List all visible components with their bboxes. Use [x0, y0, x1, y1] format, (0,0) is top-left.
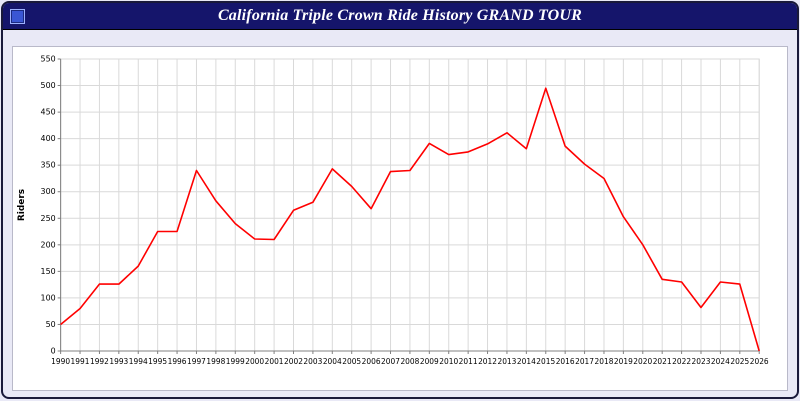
ride-history-chart: 0 50 100 150 200 250 300 350 400 450 500 550 1990 199…	[12, 46, 788, 391]
x-tick-label: 1994	[129, 357, 148, 366]
x-tick-label: 2007	[381, 357, 400, 366]
x-tick-label: 1998	[206, 357, 225, 366]
window-title: California Triple Crown Ride History GRA…	[217, 7, 583, 24]
x-tick-label: 2009	[420, 357, 439, 366]
x-tick-label: 2025	[730, 357, 749, 366]
x-tick-label: 2012	[478, 357, 497, 366]
x-tick-label: 1992	[90, 357, 109, 366]
app-icon	[10, 9, 25, 24]
series-line	[60, 87, 760, 352]
y-tick-label: 400	[41, 134, 56, 143]
x-tick-label: 2015	[536, 357, 555, 366]
x-tick-label: 2023	[692, 357, 711, 366]
x-tick-label: 2016	[556, 357, 575, 366]
x-tick-label: 1996	[168, 357, 187, 366]
x-tick-label: 1999	[226, 357, 245, 366]
x-tick-label: 2018	[595, 357, 614, 366]
x-tick-label: 2004	[323, 357, 342, 366]
y-tick-label: 50	[46, 320, 56, 329]
x-tick-label: 1997	[187, 357, 206, 366]
x-tick-label: 2022	[672, 357, 691, 366]
x-tick-label: 1991	[71, 357, 90, 366]
x-tick-label: 2020	[633, 357, 652, 366]
x-tick-label: 1993	[109, 357, 128, 366]
x-tick-label: 2013	[497, 357, 516, 366]
x-tick-label: 2026	[750, 357, 769, 366]
x-tick-label: 2021	[653, 357, 672, 366]
x-tick-label: 2017	[575, 357, 594, 366]
y-tick-label: 500	[41, 81, 56, 90]
x-tick-label: 2005	[342, 357, 361, 366]
title-bar: California Triple Crown Ride History GRA…	[3, 3, 797, 30]
x-tick-label: 2008	[400, 357, 419, 366]
y-axis-label: Riders	[17, 189, 27, 221]
y-tick-label: 100	[41, 293, 56, 302]
x-tick-label: 2014	[517, 357, 536, 366]
y-tick-label: 200	[41, 240, 56, 249]
x-tick-label: 2001	[265, 357, 284, 366]
y-tick-label: 300	[41, 187, 56, 196]
y-tick-label: 450	[41, 108, 56, 117]
x-tick-label: 2006	[362, 357, 381, 366]
x-tick-label: 2010	[439, 357, 458, 366]
x-tick-label: 2019	[614, 357, 633, 366]
x-tick-label: 1995	[148, 357, 167, 366]
y-tick-label: 250	[41, 214, 56, 223]
x-tick-label: 2024	[711, 357, 730, 366]
y-tick-label: 350	[41, 161, 56, 170]
x-tick-label: 1990	[51, 357, 70, 366]
y-tick-label: 550	[41, 54, 56, 63]
x-tick-label: 2000	[245, 357, 264, 366]
x-tick-label: 2011	[459, 357, 478, 366]
x-tick-label: 2002	[284, 357, 303, 366]
y-tick-label: 0	[51, 346, 56, 355]
y-tick-label: 150	[41, 267, 56, 276]
x-tick-label: 2003	[303, 357, 322, 366]
